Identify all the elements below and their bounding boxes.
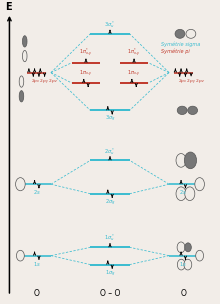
Circle shape <box>195 178 204 191</box>
Text: $1\pi^*_{x,y}$: $1\pi^*_{x,y}$ <box>79 47 93 59</box>
Text: E: E <box>5 2 12 12</box>
Ellipse shape <box>22 50 27 62</box>
Circle shape <box>185 243 191 252</box>
Text: $1\pi^*_{x,y}$: $1\pi^*_{x,y}$ <box>127 47 141 59</box>
Circle shape <box>16 178 25 191</box>
Ellipse shape <box>188 106 198 115</box>
Text: Symétrie pi: Symétrie pi <box>161 49 190 54</box>
Circle shape <box>176 154 186 167</box>
Circle shape <box>184 152 197 169</box>
Text: $2s$: $2s$ <box>33 188 41 196</box>
Circle shape <box>177 242 185 253</box>
Text: $3\sigma^*_u$: $3\sigma^*_u$ <box>104 19 116 30</box>
Text: $3\sigma_g$: $3\sigma_g$ <box>104 114 116 124</box>
Ellipse shape <box>19 76 24 87</box>
Text: $1\sigma_g$: $1\sigma_g$ <box>104 268 116 279</box>
Text: $2p_x\ 2p_y\ 2p_z$: $2p_x\ 2p_y\ 2p_z$ <box>31 77 58 86</box>
Ellipse shape <box>186 29 196 38</box>
Ellipse shape <box>19 91 24 102</box>
Text: $2p_x\ 2p_y\ 2p_z$: $2p_x\ 2p_y\ 2p_z$ <box>178 77 205 86</box>
Text: Symétrie sigma: Symétrie sigma <box>161 42 201 47</box>
Text: $1\pi_{x,y}$: $1\pi_{x,y}$ <box>79 69 93 79</box>
Text: O: O <box>180 289 186 298</box>
Text: O – O: O – O <box>100 289 120 298</box>
Circle shape <box>185 187 195 201</box>
Text: $2\sigma^*_u$: $2\sigma^*_u$ <box>104 146 116 157</box>
Text: $2s$: $2s$ <box>179 188 187 196</box>
Ellipse shape <box>177 106 187 115</box>
Text: $1s$: $1s$ <box>179 260 187 268</box>
Circle shape <box>184 259 192 270</box>
Circle shape <box>177 259 185 270</box>
Text: $1\sigma^*_u$: $1\sigma^*_u$ <box>104 233 116 244</box>
Circle shape <box>16 250 24 261</box>
Circle shape <box>196 250 204 261</box>
Ellipse shape <box>175 29 185 38</box>
Text: $1\pi_{x,y}$: $1\pi_{x,y}$ <box>127 69 141 79</box>
Text: $2\sigma_g$: $2\sigma_g$ <box>104 198 116 208</box>
Text: O: O <box>34 289 40 298</box>
Ellipse shape <box>22 36 27 47</box>
Circle shape <box>176 187 186 201</box>
Text: $1s$: $1s$ <box>33 260 41 268</box>
